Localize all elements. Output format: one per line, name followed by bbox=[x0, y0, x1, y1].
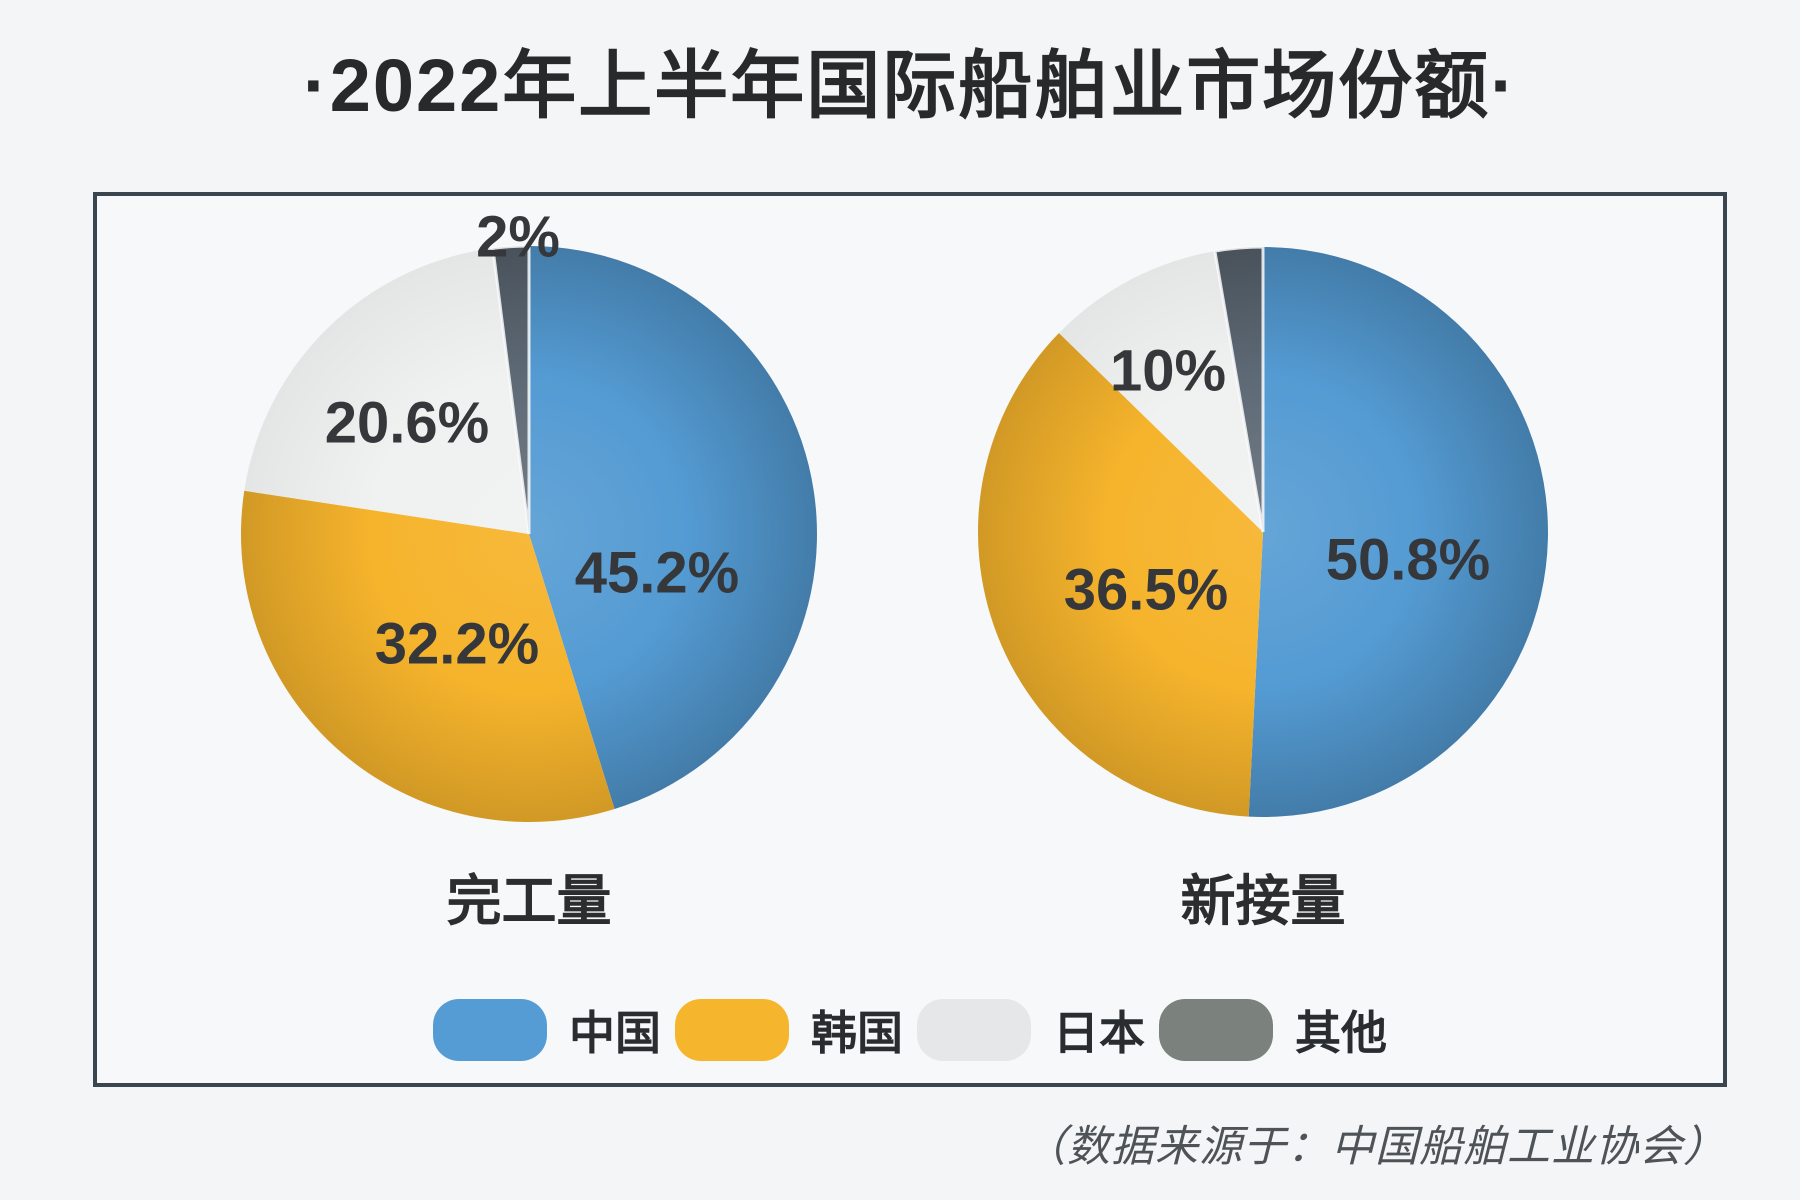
pie-label-中国: 50.8% bbox=[1326, 528, 1490, 593]
pie-slice-其他 bbox=[491, 244, 531, 535]
pie-label-其他: 2% bbox=[476, 205, 560, 270]
pie-label-韩国: 32.2% bbox=[375, 612, 539, 677]
pie-label-日本: 20.6% bbox=[325, 391, 489, 456]
pie-label-中国: 45.2% bbox=[575, 541, 739, 606]
legend-item-中国: 中国 bbox=[433, 997, 661, 1063]
legend-swatch bbox=[917, 999, 1031, 1061]
pie-title-new-orders: 新接量 bbox=[1180, 870, 1346, 932]
pie-label-日本: 10% bbox=[1110, 339, 1226, 404]
pie-layer: 45.2% 32.2% 20.6% 2% 50.8% 36.5% 10% bbox=[241, 205, 1548, 822]
source-note: （数据来源于：中国船舶工业协会） bbox=[1023, 1123, 1727, 1171]
page-title: ·2022年上半年国际船舶业市场份额· bbox=[303, 44, 1517, 127]
legend-label: 中国 bbox=[569, 1007, 661, 1059]
legend-label: 日本 bbox=[1053, 1007, 1145, 1059]
legend: 中国 韩国 日本 其他 bbox=[97, 997, 1723, 1063]
legend-swatch bbox=[1159, 999, 1273, 1061]
legend-swatch bbox=[433, 999, 547, 1061]
pie-label-韩国: 36.5% bbox=[1064, 558, 1228, 623]
pie-slice-中国 bbox=[529, 246, 817, 809]
pie-slice-中国 bbox=[1248, 247, 1548, 817]
pie-slice-其他 bbox=[1213, 245, 1265, 533]
legend-swatch bbox=[675, 999, 789, 1061]
legend-label: 其他 bbox=[1295, 1007, 1387, 1059]
pie-slice-日本 bbox=[1058, 251, 1263, 532]
pie-slice-韩国 bbox=[977, 333, 1263, 817]
pie-slice-韩国 bbox=[241, 490, 615, 822]
legend-item-韩国: 韩国 bbox=[675, 997, 903, 1063]
pie-slice-日本 bbox=[244, 248, 529, 534]
legend-label: 韩国 bbox=[811, 1007, 903, 1059]
pie-title-completions: 完工量 bbox=[446, 870, 612, 932]
legend-item-日本: 日本 bbox=[917, 997, 1145, 1063]
legend-item-其他: 其他 bbox=[1159, 997, 1387, 1063]
